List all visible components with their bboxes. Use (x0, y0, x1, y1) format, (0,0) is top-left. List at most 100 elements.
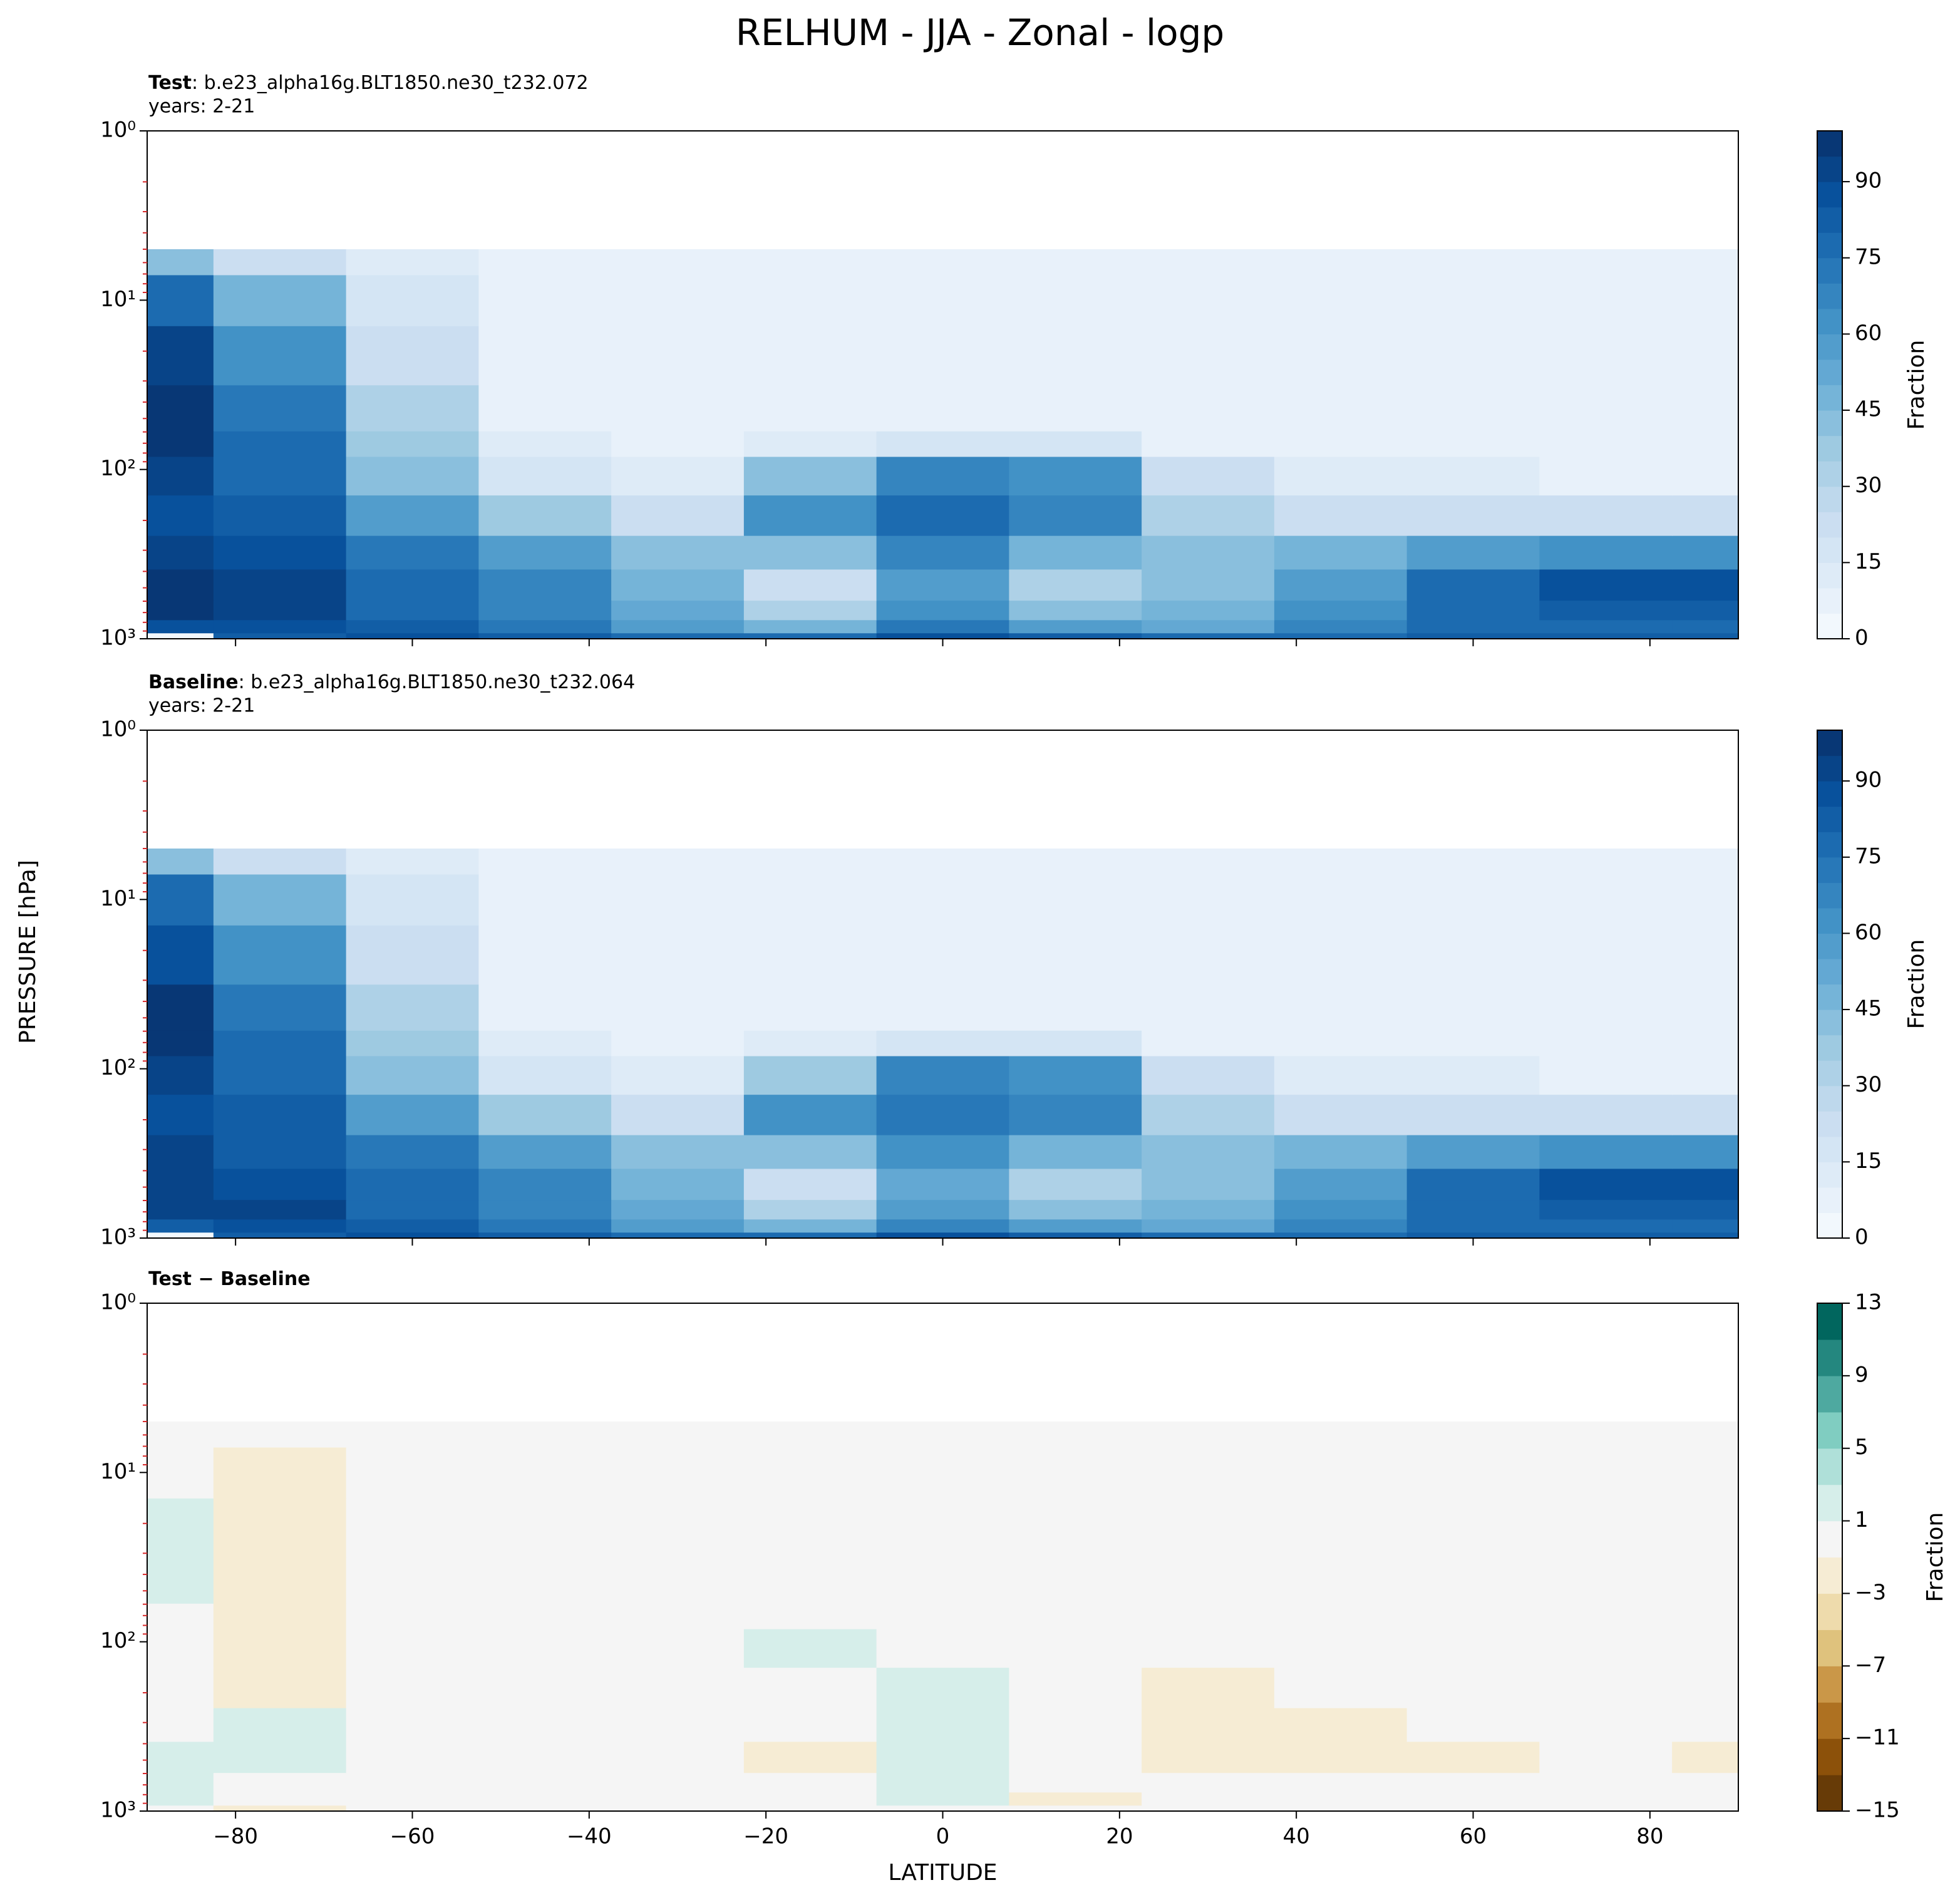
contour-cell (1274, 600, 1408, 621)
contour-cell (1539, 1232, 1673, 1239)
contour-cell (611, 1232, 745, 1239)
colorbar-band (1817, 1738, 1842, 1775)
contour-cell (1406, 632, 1540, 639)
colorbar-band (1817, 781, 1842, 807)
contour-cell (1406, 619, 1540, 634)
colorbar-band (1817, 1775, 1842, 1812)
contour-cell (1406, 1055, 1540, 1095)
contour-cell (213, 874, 347, 926)
colorbar-tick-label: 45 (1855, 397, 1882, 422)
contour-cell (1142, 1447, 1275, 1499)
contour-cell (478, 1805, 612, 1812)
contour-cell (1274, 874, 1408, 926)
contour-cell (1142, 1792, 1275, 1806)
colorbar-band (1817, 1187, 1842, 1214)
contour-cell (743, 874, 877, 926)
colorbar-band (1817, 1593, 1842, 1630)
contour-cell (876, 1134, 1010, 1169)
contour-cell (1009, 1792, 1142, 1806)
contour-cell (1009, 385, 1142, 431)
contour-cell (1142, 874, 1275, 926)
contour-cell (346, 925, 480, 985)
contour-cell (147, 925, 214, 985)
contour-cell (346, 1094, 480, 1135)
contour-cell (1009, 1055, 1142, 1095)
contour-cell (611, 1741, 745, 1774)
contour-cell (743, 600, 877, 621)
contour-cell (743, 1168, 877, 1200)
contour-cell (478, 619, 612, 634)
y-tick-label: 10³ (100, 626, 136, 651)
contour-cell (346, 1667, 480, 1708)
colorbar-band (1817, 232, 1842, 259)
contour-cell (213, 1134, 347, 1169)
colorbar-band (1817, 562, 1842, 589)
colorbar-tick-label: 90 (1855, 168, 1882, 194)
contour-cell (147, 1741, 214, 1774)
contour-cell (1274, 1772, 1408, 1793)
colorbar-tick-label: 5 (1855, 1435, 1869, 1460)
colorbar-band (1817, 1557, 1842, 1594)
contour-cell (1672, 431, 1739, 457)
contour-cell (1009, 1772, 1142, 1793)
contour-cell (1009, 1168, 1142, 1200)
contour-cell (1009, 1447, 1142, 1499)
contour-cell (1274, 1055, 1408, 1095)
contour-cell (1672, 1498, 1739, 1558)
contour-cell (876, 535, 1010, 570)
colorbar-tick-label: 13 (1855, 1290, 1882, 1315)
contour-cell (213, 495, 347, 536)
x-tick-label: 0 (936, 1824, 950, 1849)
contour-cell (876, 1421, 1010, 1448)
contour-cell (1406, 1447, 1540, 1499)
colorbar-band (1817, 486, 1842, 512)
contour-cell (147, 1667, 214, 1708)
contour-cell (478, 1168, 612, 1200)
contour-cell (876, 1498, 1010, 1558)
contour-cell (1672, 1741, 1739, 1774)
contour-cell (1539, 984, 1673, 1031)
colorbar-band (1817, 1484, 1842, 1522)
contour-cell (611, 632, 745, 639)
contour-cell (147, 1792, 214, 1806)
contour-cell (1009, 456, 1142, 496)
contour-cell (147, 456, 214, 496)
contour-cell (1274, 569, 1408, 601)
contour-cell (1672, 456, 1739, 496)
contour-cell (478, 848, 612, 875)
contour-cell (213, 1447, 347, 1499)
contour-cell (1672, 535, 1739, 570)
contour-cell (1406, 249, 1540, 276)
contour-cell (213, 600, 347, 621)
contour-cell (876, 600, 1010, 621)
contour-cell (1009, 495, 1142, 536)
contour-cell (1539, 848, 1673, 875)
contour-cell (1406, 848, 1540, 875)
x-tick-label: −80 (213, 1824, 258, 1849)
contour-cell (1539, 874, 1673, 926)
contour-cell (876, 848, 1010, 875)
contour-cell (1274, 431, 1408, 457)
contour-cell (1539, 326, 1673, 386)
contour-cell (478, 1603, 612, 1629)
contour-cell (1142, 632, 1275, 639)
contour-cell (1274, 1603, 1408, 1629)
contour-cell (1009, 600, 1142, 621)
colorbar-band (1817, 958, 1842, 985)
contour-cell (147, 1707, 214, 1742)
contour-cell (478, 1199, 612, 1220)
contour-cell (1672, 1707, 1739, 1742)
contour-cell (147, 569, 214, 601)
contour-cell (346, 1232, 480, 1239)
contour-cell (611, 385, 745, 431)
contour-cell (478, 495, 612, 536)
contour-cell (1274, 1667, 1408, 1708)
colorbar-band (1817, 613, 1842, 639)
contour-cell (1142, 600, 1275, 621)
contour-cell (147, 848, 214, 875)
contour-cell (1009, 925, 1142, 985)
contour-cell (743, 431, 877, 457)
contour-cell (346, 495, 480, 536)
y-tick-label: 10² (100, 1628, 136, 1653)
contour-cell (1672, 619, 1739, 634)
